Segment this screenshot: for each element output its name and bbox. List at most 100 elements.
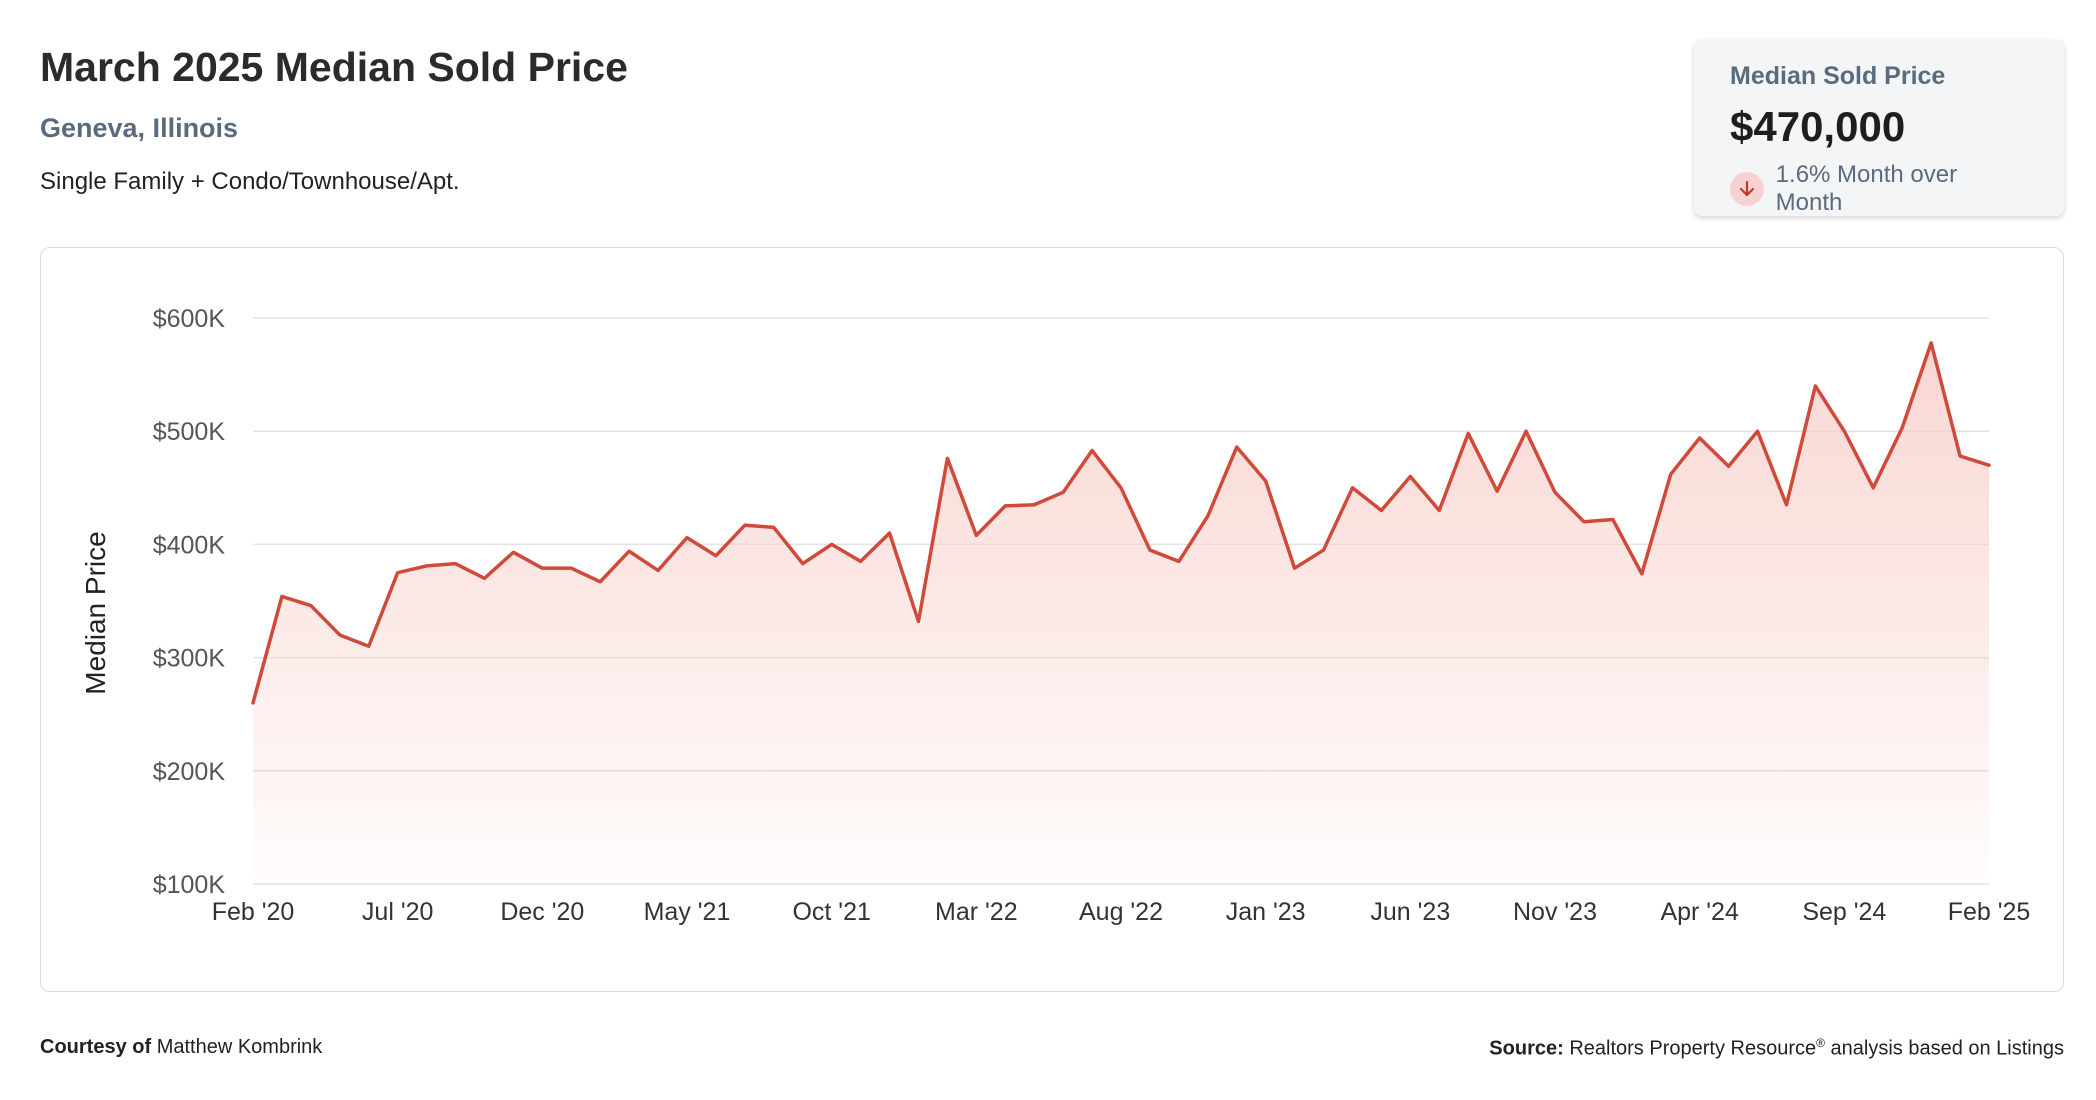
data-point <box>425 564 429 568</box>
data-point <box>685 536 689 540</box>
source-text: Realtors Property Resource <box>1569 1037 1817 1060</box>
data-point <box>1640 572 1644 576</box>
data-point <box>916 619 920 623</box>
x-tick-label: Feb '20 <box>212 898 295 926</box>
data-point <box>1669 472 1673 476</box>
data-point <box>1264 479 1268 483</box>
x-tick-label: Mar '22 <box>935 898 1018 926</box>
y-tick-label: $300K <box>153 645 226 673</box>
page-title: March 2025 Median Sold Price <box>40 44 628 90</box>
x-tick-label: Jan '23 <box>1226 898 1306 926</box>
data-point <box>743 523 747 527</box>
data-point <box>511 550 515 554</box>
data-point <box>569 566 573 570</box>
median-price-card: Median Sold Price $470,000 1.6% Month ov… <box>1694 40 2064 216</box>
data-point <box>1611 517 1615 521</box>
x-tick-label: Sep '24 <box>1802 898 1886 926</box>
arrow-down-icon <box>1730 172 1764 206</box>
x-tick-label: Feb '25 <box>1948 898 2031 926</box>
data-point <box>280 594 284 598</box>
chart-container: $100K $200K $300K $400K $500K $600K Feb '20 Jul… <box>40 247 2064 992</box>
y-axis-label: Median Price <box>80 531 111 694</box>
source-footer: Source: Realtors Property Resource® anal… <box>1489 1036 2064 1061</box>
data-point <box>482 576 486 580</box>
data-point <box>627 549 631 553</box>
source-label: Source: <box>1489 1037 1564 1060</box>
data-point <box>772 525 776 529</box>
data-point <box>1437 508 1441 512</box>
data-point <box>1553 490 1557 494</box>
data-point <box>1813 384 1817 388</box>
data-point <box>1350 486 1354 490</box>
x-tick-label: Oct '21 <box>792 898 870 926</box>
data-point <box>1177 559 1181 563</box>
data-point <box>1524 429 1528 433</box>
data-point <box>1987 463 1991 467</box>
data-point <box>1495 489 1499 493</box>
median-price-chart: $100K $200K $300K $400K $500K $600K Feb '20 Jul… <box>80 305 2031 926</box>
data-point <box>830 542 834 546</box>
stat-value: $470,000 <box>1730 103 1906 150</box>
data-point <box>656 568 660 572</box>
x-tick-label: Dec '20 <box>500 898 584 926</box>
data-point <box>1379 508 1383 512</box>
y-tick-label: $100K <box>153 871 226 899</box>
stat-label: Median Sold Price <box>1730 62 1946 90</box>
stat-change: 1.6% Month over Month <box>1730 161 2028 217</box>
data-point <box>251 701 255 705</box>
data-point <box>1119 486 1123 490</box>
data-point <box>801 562 805 566</box>
data-point <box>309 604 313 608</box>
y-tick-label: $500K <box>153 418 226 446</box>
data-point <box>714 554 718 558</box>
data-point <box>974 533 978 537</box>
data-point <box>1293 566 1297 570</box>
y-tick-label: $200K <box>153 758 226 786</box>
data-point <box>1871 486 1875 490</box>
data-point <box>888 531 892 535</box>
data-point <box>1032 503 1036 507</box>
data-point <box>598 580 602 584</box>
data-point <box>338 633 342 637</box>
registered-mark: ® <box>1816 1036 1825 1050</box>
property-types-label: Single Family + Condo/Townhouse/Apt. <box>40 168 460 195</box>
source-suffix: analysis based on Listings <box>1824 1037 2065 1060</box>
data-point <box>1727 464 1731 468</box>
data-point <box>1900 426 1904 430</box>
data-point <box>1003 504 1007 508</box>
data-point <box>1235 445 1239 449</box>
location-label: Geneva, Illinois <box>40 113 239 143</box>
courtesy-footer: Courtesy of Matthew Kombrink <box>40 1036 322 1059</box>
data-point <box>1784 503 1788 507</box>
data-point <box>1842 429 1846 433</box>
data-point <box>1466 431 1470 435</box>
data-point <box>1929 341 1933 345</box>
data-point <box>1322 548 1326 552</box>
x-tick-label: Jul '20 <box>362 898 433 926</box>
data-point <box>367 644 371 648</box>
data-point <box>1698 436 1702 440</box>
data-point <box>396 571 400 575</box>
data-point <box>859 559 863 563</box>
data-point <box>1061 490 1065 494</box>
data-point <box>1148 548 1152 552</box>
x-tick-label: May '21 <box>644 898 731 926</box>
header: March 2025 Median Sold Price Geneva, Ill… <box>40 44 628 196</box>
courtesy-name: Matthew Kombrink <box>156 1036 323 1058</box>
y-tick-label: $600K <box>153 305 226 333</box>
data-point <box>1408 474 1412 478</box>
data-point <box>454 562 458 566</box>
data-point <box>1756 429 1760 433</box>
data-point <box>1206 514 1210 518</box>
courtesy-label: Courtesy of <box>40 1036 152 1058</box>
data-point <box>1582 520 1586 524</box>
data-point <box>540 566 544 570</box>
x-tick-label: Apr '24 <box>1660 898 1739 926</box>
x-tick-label: Nov '23 <box>1513 898 1597 926</box>
data-point <box>1958 454 1962 458</box>
data-point <box>1090 448 1094 452</box>
data-point <box>945 456 949 460</box>
area-fill <box>253 342 1989 884</box>
x-tick-label: Aug '22 <box>1079 898 1163 926</box>
x-tick-label: Jun '23 <box>1370 898 1450 926</box>
